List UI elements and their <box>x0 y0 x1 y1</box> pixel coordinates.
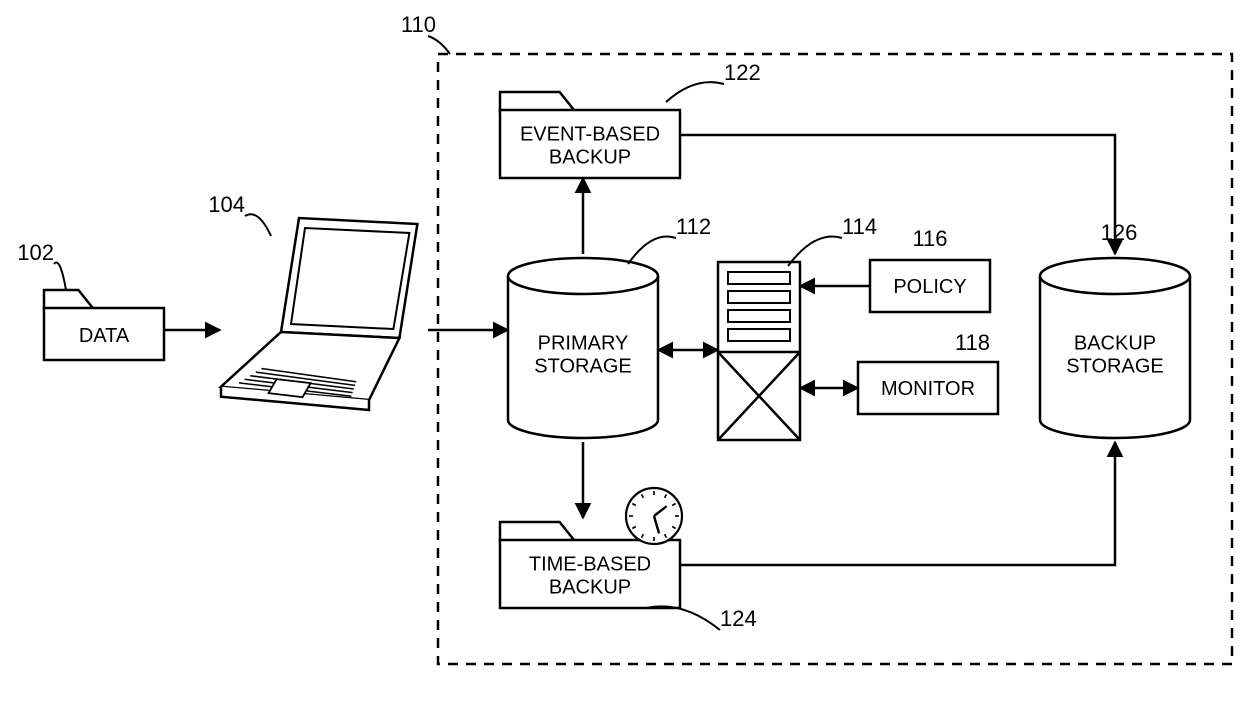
svg-text:124: 124 <box>720 606 757 631</box>
svg-text:POLICY: POLICY <box>893 276 966 298</box>
event-backup-node: EVENT-BASEDBACKUP <box>500 92 680 178</box>
edge-time_backup-backup_storage <box>680 442 1115 565</box>
primary-storage-node: PRIMARYSTORAGE <box>508 258 658 438</box>
edge-event_backup-backup_storage <box>680 135 1115 254</box>
svg-text:MONITOR: MONITOR <box>881 378 975 400</box>
laptop-node <box>221 218 417 410</box>
diagram-canvas: 110DATAEVENT-BASEDBACKUPPRIMARYSTORAGEPO… <box>0 0 1240 707</box>
svg-text:BACKUP: BACKUP <box>1074 333 1156 355</box>
svg-text:104: 104 <box>208 192 245 217</box>
policy-node: POLICY <box>870 260 990 312</box>
server-node <box>718 262 800 440</box>
svg-text:PRIMARY: PRIMARY <box>538 333 629 355</box>
svg-text:114: 114 <box>842 214 877 239</box>
svg-text:EVENT-BASED: EVENT-BASED <box>520 124 660 146</box>
backup-storage-node: BACKUPSTORAGE <box>1040 258 1190 438</box>
data-node: DATA <box>44 290 164 360</box>
svg-text:STORAGE: STORAGE <box>1066 356 1163 378</box>
time-backup-node: TIME-BASEDBACKUP <box>500 488 682 608</box>
svg-text:110: 110 <box>401 12 436 37</box>
svg-text:122: 122 <box>724 60 761 85</box>
monitor-node: MONITOR <box>858 362 998 414</box>
svg-text:102: 102 <box>17 240 54 265</box>
svg-text:DATA: DATA <box>79 325 130 347</box>
svg-text:118: 118 <box>955 330 990 355</box>
svg-text:116: 116 <box>912 226 947 251</box>
svg-text:BACKUP: BACKUP <box>549 147 631 169</box>
svg-text:126: 126 <box>1101 220 1138 245</box>
svg-text:BACKUP: BACKUP <box>549 577 631 599</box>
svg-text:STORAGE: STORAGE <box>534 356 631 378</box>
svg-text:TIME-BASED: TIME-BASED <box>529 554 651 576</box>
svg-text:112: 112 <box>676 214 711 239</box>
